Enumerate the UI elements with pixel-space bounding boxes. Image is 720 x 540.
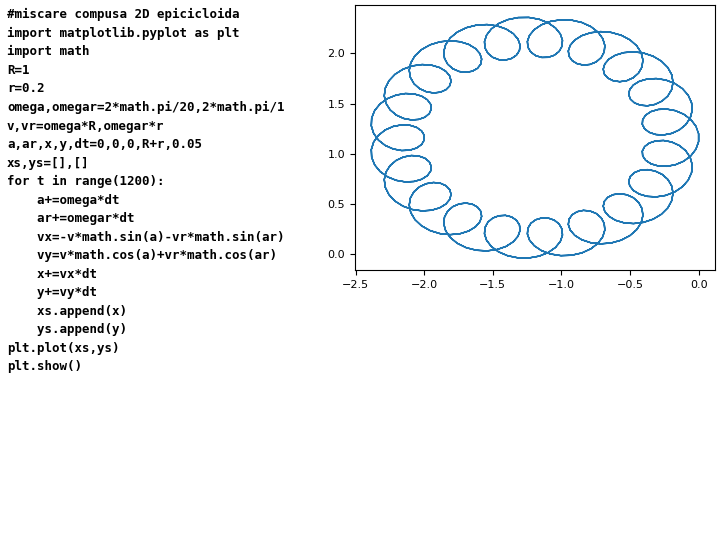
Text: #miscare compusa 2D epicicloida
import matplotlib.pyplot as plt
import math
R=1
: #miscare compusa 2D epicicloida import m… bbox=[7, 8, 284, 373]
